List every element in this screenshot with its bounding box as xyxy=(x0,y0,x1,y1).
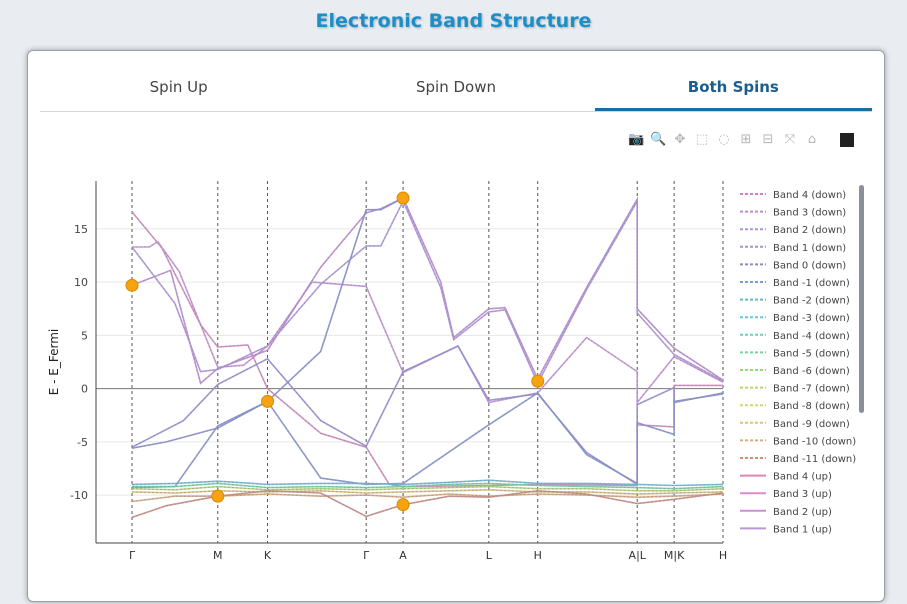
lasso-icon[interactable]: ◌ xyxy=(718,132,730,147)
pan-icon[interactable]: ✥ xyxy=(674,132,686,147)
zoom-icon[interactable]: 🔍 xyxy=(650,132,667,147)
band-line-down xyxy=(131,479,724,487)
tab-spin-down[interactable]: Spin Down xyxy=(415,78,496,96)
zoom-in-icon[interactable]: ⊞ xyxy=(740,132,752,147)
legend-label: Band -3 (down) xyxy=(773,313,850,324)
y-axis-label: E - E_Fermi xyxy=(47,329,61,396)
x-tick-label: Γ xyxy=(129,549,136,562)
band-line-down xyxy=(132,482,724,490)
legend-label: Band -5 (down) xyxy=(773,348,850,359)
y-tick-label: 5 xyxy=(81,329,88,342)
page-title: Electronic Band Structure xyxy=(315,10,592,32)
home-icon[interactable]: ⌂ xyxy=(807,132,817,147)
y-tick-label: 0 xyxy=(81,383,88,396)
x-tick-label: Γ xyxy=(363,549,370,562)
band-line-down xyxy=(131,197,404,449)
band-line-down xyxy=(131,345,724,486)
legend-label: Band 0 (down) xyxy=(773,260,846,271)
zoom-out-icon[interactable]: ⊟ xyxy=(762,132,774,147)
x-tick-label: K xyxy=(264,549,272,562)
legend-label: Band -2 (down) xyxy=(773,296,850,307)
highlight-point xyxy=(211,489,225,503)
tab-both-spins[interactable]: Both Spins xyxy=(594,65,872,111)
plot-modebar: 📷 🔍 ✥ ⬚ ◌ ⊞ ⊟ ⤧ ⌂ xyxy=(628,131,854,149)
band-line-down xyxy=(131,486,724,492)
highlight-point xyxy=(531,374,545,388)
band-line-down xyxy=(131,489,724,495)
band-structure-plot[interactable]: 15 10 5 0 -5 -10 Γ M K Γ A L H A|L M|K H E - E_Fermi Band… xyxy=(28,51,884,601)
highlight-point xyxy=(396,498,410,512)
band-line-up xyxy=(132,240,724,405)
band-line-up xyxy=(131,196,724,385)
y-tick-label: -5 xyxy=(77,436,88,449)
y-tick-label: 15 xyxy=(74,223,88,236)
x-tick-label: H xyxy=(719,549,727,562)
box-select-icon[interactable]: ⬚ xyxy=(695,132,709,147)
camera-icon[interactable]: 📷 xyxy=(628,132,645,147)
legend-label: Band 2 (down) xyxy=(773,225,846,236)
x-tick-label: A|L xyxy=(629,549,647,562)
band-line-down xyxy=(131,211,723,488)
x-tick-label: H xyxy=(534,549,542,562)
legend-label: Band -4 (down) xyxy=(773,331,850,342)
tab-spin-up[interactable]: Spin Up xyxy=(149,78,208,96)
legend-label: Band 4 (down) xyxy=(773,190,846,201)
band-line-down xyxy=(132,241,724,404)
legend-label: Band 1 (up) xyxy=(773,524,832,535)
legend-label: Band -8 (down) xyxy=(773,401,850,412)
chart-card: Spin Up Spin Down Both Spins 📷 🔍 ✥ ⬚ ◌ ⊞ ⊟ ⤧ ⌂ 1… xyxy=(27,50,885,602)
x-tick-label: L xyxy=(486,549,493,562)
legend-label: Band 3 (down) xyxy=(773,208,846,219)
legend-label: Band -11 (down) xyxy=(773,454,856,465)
legend-label: Band 3 (up) xyxy=(773,489,832,500)
highlight-point xyxy=(261,394,275,408)
plotly-logo-icon[interactable] xyxy=(840,133,854,147)
legend-label: Band -6 (down) xyxy=(773,366,850,377)
legend-label: Band -9 (down) xyxy=(773,419,850,430)
legend-label: Band -10 (down) xyxy=(773,436,856,447)
y-tick-label: -10 xyxy=(70,489,88,502)
autoscale-icon[interactable]: ⤧ xyxy=(784,132,796,147)
band-line-down xyxy=(131,490,724,518)
legend-label: Band -1 (down) xyxy=(773,278,850,289)
x-tick-label: M|K xyxy=(664,549,685,562)
band-line-down xyxy=(131,199,724,385)
legend-label: Band 1 (down) xyxy=(773,243,846,254)
x-tick-label: A xyxy=(399,549,407,562)
x-tick-label: M xyxy=(213,549,223,562)
legend-label: Band 2 (up) xyxy=(773,507,832,518)
band-line-down xyxy=(131,493,724,502)
band-line-up xyxy=(131,391,724,489)
highlight-point xyxy=(396,191,410,205)
band-line-down xyxy=(131,392,724,489)
legend-label: Band -7 (down) xyxy=(773,384,850,395)
tab-bar: Spin Up Spin Down Both Spins xyxy=(40,65,872,112)
legend-label: Band 4 (up) xyxy=(773,472,832,483)
band-line-down xyxy=(131,197,724,385)
y-tick-label: 10 xyxy=(74,276,88,289)
highlight-point xyxy=(125,278,139,292)
legend-scrollbar[interactable] xyxy=(859,185,864,413)
